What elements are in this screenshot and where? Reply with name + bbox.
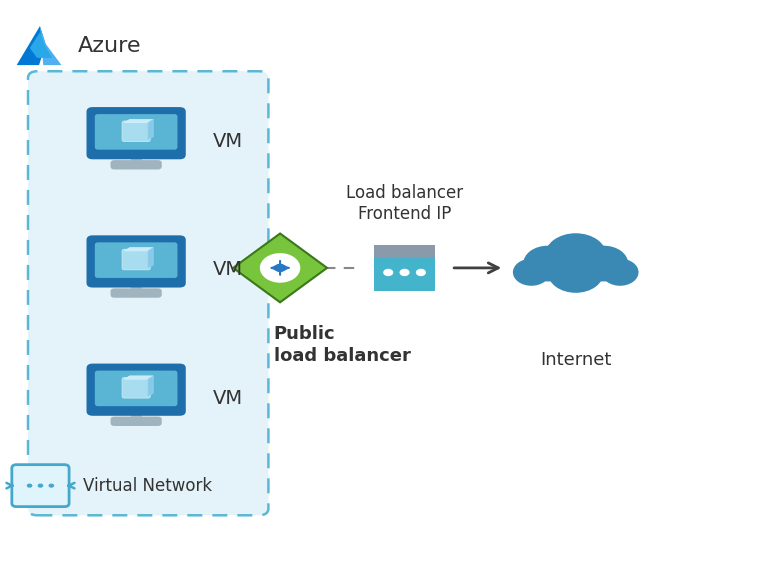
FancyBboxPatch shape: [110, 288, 162, 298]
FancyBboxPatch shape: [131, 154, 142, 163]
Text: VM: VM: [212, 132, 243, 151]
FancyBboxPatch shape: [122, 377, 150, 398]
FancyBboxPatch shape: [374, 245, 435, 291]
FancyBboxPatch shape: [28, 71, 268, 515]
Text: Load balancer: Load balancer: [346, 184, 463, 202]
Circle shape: [524, 246, 572, 282]
Circle shape: [601, 259, 639, 286]
FancyBboxPatch shape: [12, 465, 69, 507]
Circle shape: [400, 269, 409, 276]
Circle shape: [37, 483, 44, 488]
FancyBboxPatch shape: [95, 114, 177, 150]
FancyBboxPatch shape: [110, 417, 162, 426]
FancyBboxPatch shape: [374, 245, 435, 256]
Circle shape: [513, 259, 550, 286]
Polygon shape: [124, 119, 153, 123]
FancyBboxPatch shape: [95, 242, 177, 278]
Polygon shape: [124, 247, 153, 251]
Polygon shape: [148, 376, 153, 396]
Polygon shape: [40, 26, 61, 65]
Circle shape: [580, 246, 628, 282]
Polygon shape: [124, 376, 153, 379]
Circle shape: [415, 269, 426, 276]
FancyBboxPatch shape: [122, 121, 150, 141]
Circle shape: [275, 264, 285, 271]
FancyBboxPatch shape: [518, 268, 633, 279]
Text: VM: VM: [212, 260, 243, 279]
FancyBboxPatch shape: [110, 160, 162, 169]
Text: VM: VM: [212, 389, 243, 408]
Polygon shape: [30, 32, 52, 58]
Circle shape: [260, 253, 300, 283]
Text: Public: Public: [274, 325, 335, 343]
Polygon shape: [148, 247, 153, 268]
FancyBboxPatch shape: [131, 411, 142, 420]
Polygon shape: [233, 234, 327, 302]
Circle shape: [548, 252, 604, 293]
Text: Internet: Internet: [540, 351, 612, 369]
FancyBboxPatch shape: [86, 364, 186, 416]
FancyBboxPatch shape: [86, 107, 186, 159]
Circle shape: [545, 233, 607, 279]
FancyBboxPatch shape: [95, 370, 177, 406]
FancyBboxPatch shape: [131, 283, 142, 291]
Circle shape: [48, 483, 54, 488]
Circle shape: [383, 269, 393, 276]
Text: Virtual Network: Virtual Network: [83, 477, 212, 495]
Polygon shape: [16, 26, 45, 65]
FancyBboxPatch shape: [122, 249, 150, 270]
FancyBboxPatch shape: [86, 235, 186, 287]
Circle shape: [26, 483, 33, 488]
Polygon shape: [148, 119, 153, 140]
Text: Frontend IP: Frontend IP: [358, 205, 451, 223]
Text: Azure: Azure: [78, 35, 142, 56]
Text: load balancer: load balancer: [274, 347, 411, 365]
